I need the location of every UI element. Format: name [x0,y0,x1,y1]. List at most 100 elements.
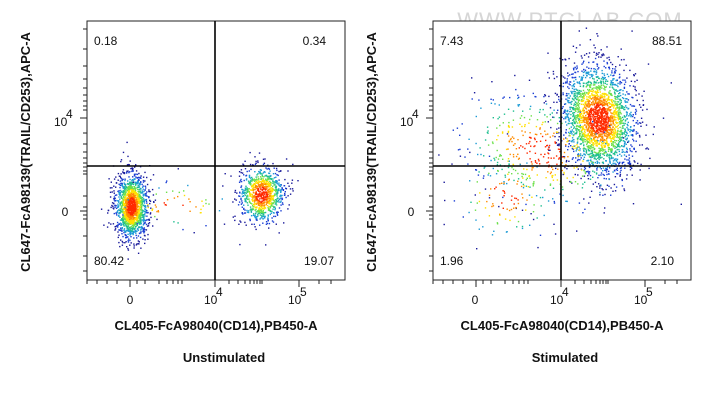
event-dot [625,64,627,66]
event-dot [583,139,585,141]
event-dot [592,143,594,145]
event-dot [131,191,133,193]
event-dot [594,131,596,133]
event-dot [259,208,261,210]
event-dot [131,205,134,207]
event-dot [119,222,122,224]
event-dot [574,103,577,106]
event-dot [590,145,592,147]
y-tick-label-0: 0 [62,205,69,219]
event-dot [123,207,125,209]
event-dot [148,219,151,221]
event-dot [628,163,631,165]
event-dot [258,201,260,203]
event-dot [586,143,588,146]
event-dot [573,122,576,124]
event-dot [240,203,243,205]
event-dot [255,216,258,218]
event-dot [124,194,126,196]
event-dot [260,169,262,171]
event-dot [635,108,637,111]
event-dot [624,116,626,118]
event-dot [597,113,600,115]
event-dot [582,96,585,99]
event-dot [587,104,589,106]
event-dot [596,116,598,118]
event-dot [604,125,606,127]
event-dot [140,200,142,202]
event-dot [609,110,611,112]
event-dot [244,200,246,203]
event-dot [639,136,641,138]
event-dot [618,133,621,135]
event-dot [629,103,632,106]
event-dot [276,200,278,203]
event-dot [268,202,270,205]
event-dot [150,216,152,219]
event-dot [596,86,598,88]
event-dot [617,112,620,114]
event-dot [545,100,547,102]
event-dot [241,200,243,202]
event-dot [584,94,587,96]
event-dot [250,208,252,210]
event-dot [624,141,626,143]
event-dot [125,199,128,202]
event-dot [575,147,577,149]
event-dot [614,100,616,103]
event-dot [622,122,625,124]
event-dot [114,200,116,202]
event-dot [622,89,624,92]
event-dot [110,223,112,225]
event-dot [247,194,249,197]
event-dot [607,99,609,101]
event-dot [577,154,579,156]
event-dot [261,183,263,185]
event-dot [261,215,263,217]
event-dot [129,228,131,230]
event-dot [238,201,241,203]
event-dot [605,104,607,106]
event-dot [238,223,240,225]
event-dot [136,177,139,179]
event-dot [602,173,604,176]
event-dot [269,194,272,196]
event-dot [125,188,127,191]
event-dot [620,121,623,123]
event-dot [600,126,602,128]
event-dot [584,167,587,170]
event-dot [604,82,606,85]
event-dot [121,202,123,204]
event-dot [140,229,142,231]
event-dot [244,160,246,162]
event-dot [585,53,588,55]
event-dot [224,173,226,175]
event-dot [248,191,250,193]
event-dot [132,226,134,229]
event-dot [276,190,279,192]
event-dot [586,123,588,125]
event-dot [149,212,152,214]
event-dot [599,107,601,109]
event-dot [599,135,601,137]
event-dot [562,106,564,108]
event-dot [249,163,252,166]
event-dot [598,127,600,129]
event-dot [574,97,576,99]
event-dot [195,206,197,208]
event-dot [605,171,608,173]
event-dot [621,105,623,107]
event-dot [588,154,590,156]
event-dot [556,112,558,114]
event-dot [585,103,587,105]
event-dot [605,160,607,162]
event-dot [619,103,621,105]
event-dot [130,202,133,204]
event-dot [619,122,621,124]
event-dot [270,192,272,195]
event-dot [595,107,598,109]
event-dot [135,244,138,246]
quadrant-lower-left: 80.42 [94,254,124,268]
event-dot [616,167,618,169]
event-dot [134,208,136,210]
